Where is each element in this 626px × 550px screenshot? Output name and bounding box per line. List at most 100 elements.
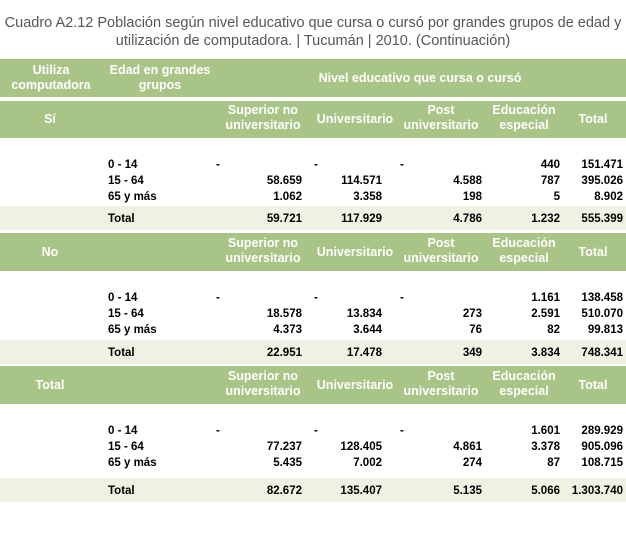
sub-total: Total: [578, 378, 608, 392]
table-row: 15 - 64 77.237 128.405 4.861 3.378 905.0…: [0, 439, 626, 455]
table-cell: 440: [540, 159, 560, 171]
total-row: Total 59.721 117.929 4.786 1.232 555.399: [0, 206, 626, 230]
table-cell: 274: [462, 457, 482, 469]
table-cell: 1.161: [531, 292, 560, 304]
table-cell: 289.929: [581, 425, 623, 437]
table-cell: 5.066: [531, 485, 560, 497]
header-nivel: Nivel educativo que cursa o cursó: [318, 71, 522, 85]
section-header-no: No Superior no universitario Universitar…: [0, 233, 626, 271]
table-cell: -: [314, 159, 318, 171]
table-cell: 82.672: [266, 485, 302, 497]
section-header-si: Sí Superior no universitario Universitar…: [0, 101, 626, 138]
sub-superior: Superior no universitario: [225, 369, 301, 398]
table-cell: 0 - 14: [108, 425, 138, 437]
sub-universitario: Universitario: [316, 112, 394, 126]
section-label: No: [41, 245, 59, 259]
sub-universitario: Universitario: [316, 245, 394, 259]
table-cell: Total: [108, 485, 135, 497]
table-cell: 82: [547, 324, 560, 336]
table-cell: 108.715: [581, 457, 623, 469]
table-cell: -: [216, 159, 220, 171]
table-cell: 18.578: [266, 308, 302, 320]
table-cell: 15 - 64: [108, 308, 144, 320]
table-row: 0 - 14 - - - 1.601 289.929: [0, 423, 626, 439]
table-cell: -: [400, 425, 404, 437]
sub-superior: Superior no universitario: [225, 103, 301, 132]
sub-total: Total: [578, 245, 608, 259]
table-row: 15 - 64 18.578 13.834 273 2.591 510.070: [0, 306, 626, 322]
section-label: Sí: [44, 112, 56, 126]
table-cell: 65 y más: [108, 324, 157, 336]
table-cell: 15 - 64: [108, 441, 144, 453]
table-cell: Total: [108, 347, 135, 359]
table-cell: 117.929: [341, 213, 382, 225]
section-header-total: Total Superior no universitario Universi…: [0, 366, 626, 404]
table-cell: 8.902: [594, 191, 623, 203]
table-cell: 3.644: [353, 324, 382, 336]
table-row: 0 - 14 - - - 440 151.471: [0, 157, 626, 173]
sub-universitario: Universitario: [316, 378, 394, 392]
table-cell: 395.026: [581, 175, 623, 187]
table-cell: 99.813: [587, 324, 623, 336]
table-cell: Total: [108, 213, 135, 225]
table-cell: 4.588: [453, 175, 482, 187]
table-row: 15 - 64 58.659 114.571 4.588 787 395.026: [0, 173, 626, 189]
table-cell: 1.303.740: [571, 485, 623, 497]
table-cell: 22.951: [266, 347, 302, 359]
table-cell: 0 - 14: [108, 292, 138, 304]
table-cell: 349: [462, 347, 482, 359]
table-cell: -: [400, 292, 404, 304]
table-cell: -: [400, 159, 404, 171]
table-row: 65 y más 1.062 3.358 198 5 8.902: [0, 189, 626, 205]
table-cell: 151.471: [581, 159, 623, 171]
table-cell: 65 y más: [108, 191, 157, 203]
table-cell: 0 - 14: [108, 159, 138, 171]
sub-total: Total: [578, 112, 608, 126]
total-row: Total 82.672 135.407 5.135 5.066 1.303.7…: [0, 478, 626, 502]
table-cell: 273: [462, 308, 482, 320]
table-cell: 748.341: [581, 347, 623, 359]
table-cell: 787: [540, 175, 560, 187]
table-cell: 65 y más: [108, 457, 157, 469]
table-cell: 7.002: [353, 457, 382, 469]
table-cell: 3.358: [353, 191, 382, 203]
table-cell: -: [314, 425, 318, 437]
table-cell: 15 - 64: [108, 175, 144, 187]
table-cell: 59.721: [266, 213, 302, 225]
table-cell: 5: [553, 191, 560, 203]
title-line-2: utilización de computadora. | Tucumán | …: [115, 33, 511, 49]
sub-post: Post universitario: [403, 369, 479, 398]
total-row: Total 22.951 17.478 349 3.834 748.341: [0, 340, 626, 364]
table-cell: 17.478: [346, 347, 382, 359]
sub-post: Post universitario: [403, 236, 479, 265]
table-cell: 905.096: [581, 441, 623, 453]
header-utiliza: Utiliza computadora: [11, 63, 91, 92]
table-cell: 128.405: [340, 441, 382, 453]
table-cell: -: [314, 292, 318, 304]
sub-especial: Educación especial: [492, 103, 556, 132]
table-row: 0 - 14 - - - 1.161 138.458: [0, 290, 626, 306]
sub-especial: Educación especial: [492, 369, 556, 398]
sub-especial: Educación especial: [492, 236, 556, 265]
table-row: 65 y más 4.373 3.644 76 82 99.813: [0, 322, 626, 338]
table-cell: 138.458: [581, 292, 623, 304]
table-cell: 3.378: [531, 441, 560, 453]
table-cell: 1.232: [531, 213, 560, 225]
table-cell: 198: [462, 191, 482, 203]
table-row: 65 y más 5.435 7.002 274 87 108.715: [0, 455, 626, 471]
table-cell: -: [216, 425, 220, 437]
table-cell: 76: [469, 324, 482, 336]
table-cell: 13.834: [346, 308, 382, 320]
main-header-band: Utiliza computadora Edad en grandes grup…: [0, 59, 626, 97]
table-cell: 4.786: [453, 213, 482, 225]
table-cell: 3.834: [531, 347, 560, 359]
table-cell: 1.062: [273, 191, 302, 203]
table-cell: -: [216, 292, 220, 304]
title-line-1: Cuadro A2.12 Población según nivel educa…: [4, 15, 622, 31]
section-label: Total: [35, 378, 65, 392]
table-cell: 114.571: [341, 175, 382, 187]
table-cell: 4.861: [453, 441, 482, 453]
table-cell: 135.407: [340, 485, 382, 497]
sub-superior: Superior no universitario: [225, 236, 301, 265]
table-cell: 5.135: [453, 485, 482, 497]
